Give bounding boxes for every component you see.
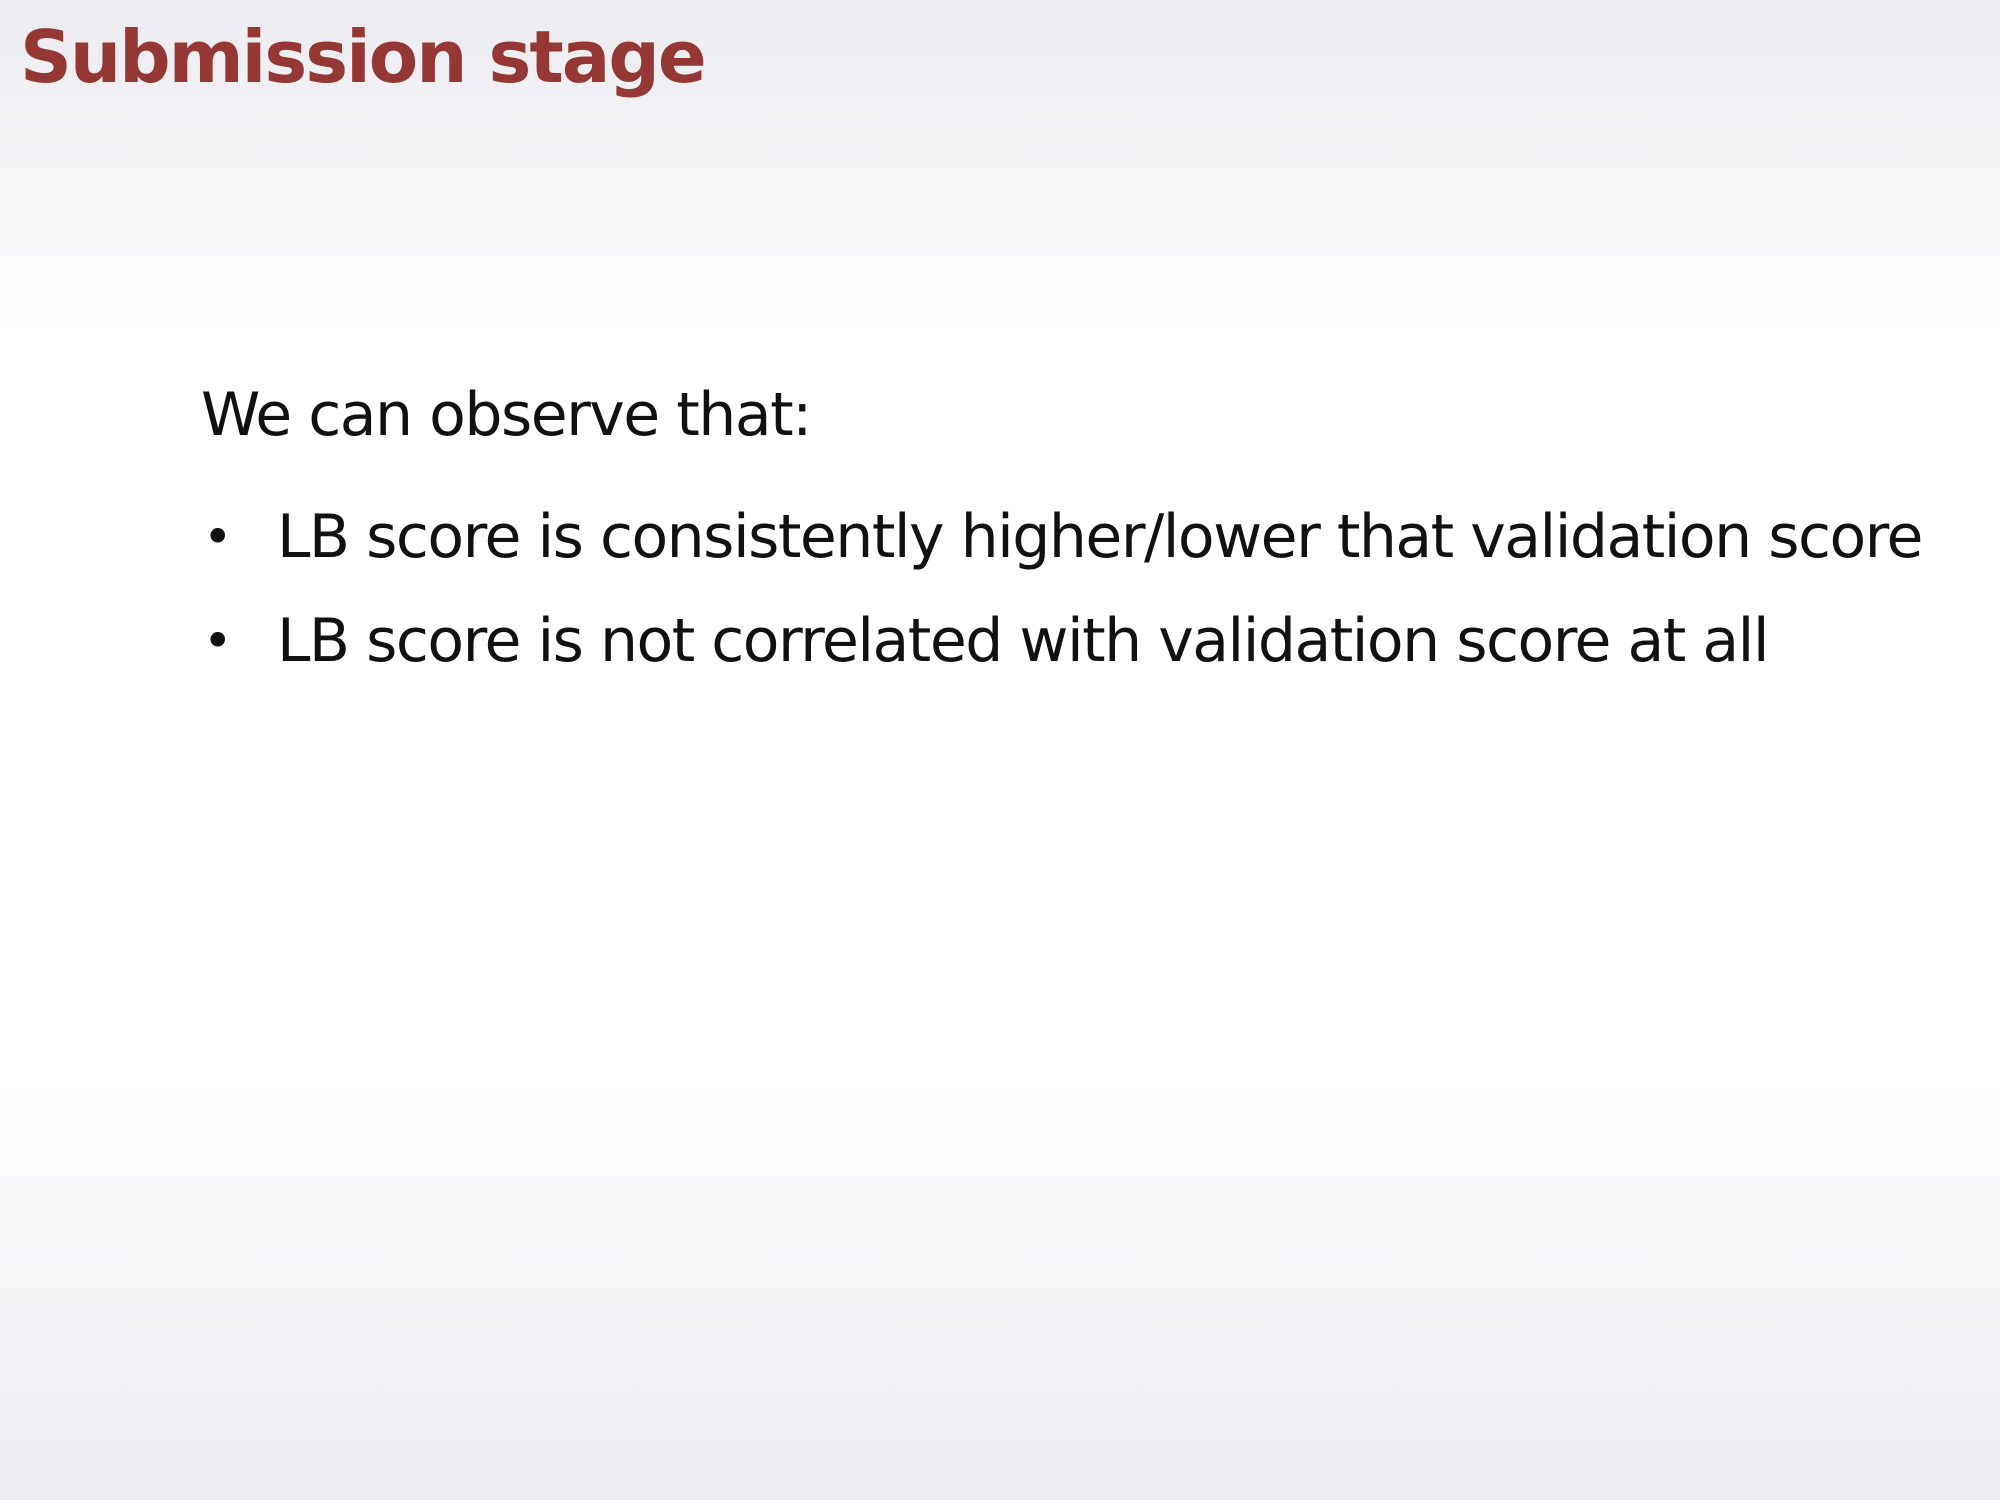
intro-text: We can observe that: bbox=[201, 380, 812, 450]
bullet-text: LB score is not correlated with validati… bbox=[277, 606, 1770, 676]
bullet-icon: • bbox=[203, 612, 233, 670]
slide-title: Submission stage bbox=[20, 15, 707, 99]
bullet-item: • LB score is consistently higher/lower … bbox=[201, 494, 1961, 580]
bullet-text: LB score is consistently higher/lower th… bbox=[277, 502, 1923, 572]
slide-body: We can observe that: • LB score is consi… bbox=[201, 372, 1961, 702]
bullet-icon: • bbox=[203, 508, 233, 566]
bullet-item: • LB score is not correlated with valida… bbox=[201, 598, 1961, 684]
bullet-list: • LB score is consistently higher/lower … bbox=[201, 494, 1961, 684]
